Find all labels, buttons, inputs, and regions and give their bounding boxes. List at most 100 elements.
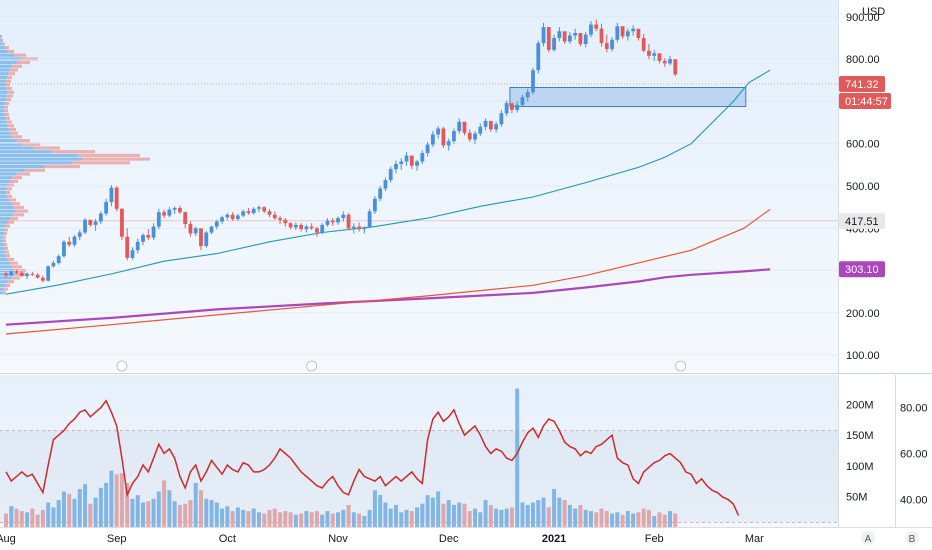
- candle-body: [552, 38, 556, 50]
- candle-body: [125, 236, 130, 258]
- volume-bar: [430, 497, 435, 527]
- volume-profile-down-row: [13, 205, 24, 209]
- candle-body: [499, 113, 504, 125]
- volume-bar: [241, 509, 246, 527]
- time-axis-label: Aug: [0, 533, 16, 545]
- candle-body: [494, 124, 499, 130]
- volume-bar: [146, 501, 151, 527]
- candle-body: [662, 60, 667, 64]
- volume-bar: [420, 503, 425, 527]
- candle-body: [652, 53, 657, 56]
- candle-body: [631, 28, 636, 32]
- volume-bar: [330, 513, 335, 527]
- log-scale-button[interactable]: [905, 531, 919, 545]
- volume-profile-up-row: [0, 127, 9, 131]
- candle-body: [578, 32, 583, 44]
- volume-profile-up-row: [0, 209, 16, 213]
- volume-bar: [662, 514, 667, 527]
- volume-bar: [494, 508, 499, 527]
- volume-profile-up-row: [0, 228, 5, 232]
- volume-bar: [393, 504, 398, 527]
- volume-bar: [167, 490, 172, 527]
- candle-body: [531, 70, 535, 93]
- volume-bar: [409, 511, 414, 527]
- volume-profile-up-row: [0, 194, 7, 198]
- volume-bar: [220, 508, 225, 527]
- candle-body: [246, 211, 251, 214]
- candle-body: [462, 121, 467, 133]
- candle-body: [267, 211, 272, 215]
- volume-profile-down-row: [7, 257, 14, 261]
- volume-profile-up-row: [0, 135, 13, 139]
- volume-profile-up-row: [0, 116, 6, 120]
- volume-profile-down-row: [5, 283, 10, 287]
- volume-profile-up-row: [0, 257, 8, 261]
- volume-bar: [193, 482, 198, 527]
- candle-body: [488, 120, 493, 130]
- volume-bar: [652, 515, 657, 527]
- candle-body: [430, 134, 435, 145]
- support-zone-rect: [509, 87, 747, 108]
- volume-profile-down-row: [1, 35, 2, 39]
- volume-bar: [19, 511, 24, 527]
- candle-body: [420, 153, 425, 162]
- auto-scale-button[interactable]: [861, 531, 875, 545]
- volume-profile-down-row: [5, 83, 10, 87]
- volume-profile-up-row: [0, 98, 7, 102]
- last-price-badge: 741.32: [845, 79, 879, 91]
- volume-bar: [562, 500, 567, 527]
- time-axis-area[interactable]: [0, 527, 932, 550]
- candle-body: [272, 214, 277, 219]
- volume-bar: [367, 509, 372, 527]
- volume-bar: [156, 491, 161, 527]
- candle-body: [104, 202, 109, 214]
- volume-profile-up-row: [0, 113, 5, 117]
- candle-body: [88, 219, 93, 225]
- candle-body: [67, 241, 72, 245]
- candle-body: [351, 226, 356, 229]
- candle-body: [383, 180, 388, 189]
- last-price-badge-bg: [839, 75, 885, 92]
- ma100-line: [5, 208, 771, 335]
- candle-body: [130, 250, 135, 258]
- volume-profile-up-row: [0, 246, 5, 250]
- candle-body: [399, 161, 404, 165]
- volume-profile-up-row: [0, 72, 9, 76]
- candle-body: [135, 241, 140, 251]
- volume-profile-up-row: [0, 187, 7, 191]
- log-scale-label: B: [909, 534, 916, 545]
- candle-body: [288, 223, 293, 228]
- volume-bar: [283, 511, 288, 527]
- volume-bar: [151, 498, 156, 527]
- candle-body: [4, 273, 8, 276]
- volume-profile-up-row: [0, 146, 33, 150]
- volume-profile-up-row: [0, 183, 8, 187]
- volume-bar: [72, 498, 77, 527]
- volume-profile-down-row: [6, 75, 12, 79]
- candle-body: [172, 207, 177, 210]
- candle-body: [668, 59, 672, 64]
- volume-profile-down-row: [5, 224, 10, 228]
- volume-profile-down-row: [12, 135, 22, 139]
- volume-profile-down-row: [12, 176, 22, 180]
- countdown-badge: 01:44:57: [845, 96, 888, 108]
- volume-profile-down-row: [3, 291, 6, 295]
- volume-profile-up-row: [0, 79, 7, 83]
- volume-profile-down-row: [4, 250, 9, 254]
- highlight-zone: [0, 83, 838, 222]
- candle-body: [325, 220, 330, 225]
- volume-profile-up-row: [0, 61, 17, 65]
- candle-body: [30, 273, 35, 275]
- price-badges: 741.32 01:44:57 417.51 303.10: [839, 75, 891, 278]
- volume-bar: [536, 500, 541, 527]
- volume-bar: [336, 512, 341, 527]
- candle-body: [151, 226, 156, 238]
- volume-bar: [183, 503, 188, 527]
- volume-profile-down-row: [24, 168, 45, 172]
- candle-body: [46, 266, 51, 281]
- volume-profile-down-row: [4, 109, 8, 113]
- volume-profile-down-row: [13, 213, 24, 217]
- volume-bar: [399, 512, 404, 527]
- candle-body: [636, 28, 641, 39]
